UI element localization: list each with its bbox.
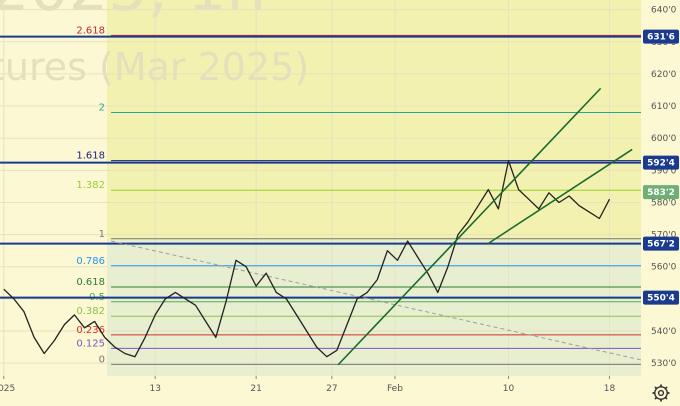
price-tag-label: 550'4 bbox=[647, 294, 675, 304]
fib-level-label: 0.618 bbox=[76, 277, 105, 288]
price-tag-label: 592'4 bbox=[647, 159, 675, 169]
price-tag-box bbox=[643, 236, 679, 251]
price-tag-box bbox=[643, 155, 679, 170]
x-tick-label: 21 bbox=[250, 384, 261, 394]
price-tag-box bbox=[643, 185, 679, 200]
x-tick-label: 10 bbox=[503, 384, 515, 394]
x-tick-label: 2025 bbox=[0, 384, 15, 394]
x-tick-label: 18 bbox=[604, 384, 616, 394]
y-tick-label: 580'0 bbox=[651, 198, 677, 208]
price-tags: 631'6 592'4 583'2 567'2 550'4 bbox=[643, 29, 679, 305]
price-tag-label: 631'6 bbox=[647, 33, 675, 43]
horizontal-lines bbox=[0, 35, 641, 299]
price-tag-label: 583'2 bbox=[647, 188, 675, 198]
y-tick-label: 530'0 bbox=[651, 359, 677, 369]
watermark-subtitle: tures (Mar 2025) bbox=[0, 45, 309, 89]
trend-channel-line bbox=[337, 87, 602, 366]
price-series bbox=[3, 160, 611, 358]
price-tag-box bbox=[643, 29, 679, 44]
y-axis-panel[interactable] bbox=[641, 0, 680, 406]
trend-channel-line bbox=[486, 148, 633, 245]
y-tick-label: 540'0 bbox=[651, 327, 677, 337]
fib-level-label: 2 bbox=[99, 102, 105, 113]
x-tick-label: Feb bbox=[387, 384, 403, 394]
y-tick-label: 610'0 bbox=[651, 102, 677, 112]
x-axis: 2025 13 21 27 Feb 10 18 bbox=[0, 376, 615, 394]
watermark-title: 2025, 1h bbox=[0, 0, 266, 25]
y-tick-label: 600'0 bbox=[651, 134, 677, 144]
trend-channel bbox=[337, 87, 633, 366]
price-line bbox=[3, 160, 611, 358]
x-tick-label: 13 bbox=[149, 384, 160, 394]
x-tick-label: 27 bbox=[326, 384, 337, 394]
y-tick-label: 570'0 bbox=[651, 231, 677, 241]
fib-level-label: 0 bbox=[99, 354, 105, 365]
fib-level-label: 0.382 bbox=[76, 306, 105, 317]
fib-level-label: 1 bbox=[99, 229, 105, 240]
fib-level-label: 0.236 bbox=[76, 325, 105, 336]
y-tick-label: 590'0 bbox=[651, 166, 677, 176]
fib-level-label: 1.618 bbox=[76, 151, 105, 162]
x-axis-panel[interactable] bbox=[0, 376, 641, 406]
fib-level-label: 0.786 bbox=[76, 256, 105, 267]
fib-level-label: 1.382 bbox=[76, 180, 105, 191]
fibonacci-levels: 2.61821.6181.38210.7860.6180.50.3820.236… bbox=[76, 25, 641, 365]
y-tick-label: 640'0 bbox=[651, 6, 677, 16]
fib-zone-lower bbox=[107, 240, 641, 376]
fib-level-label: 0.125 bbox=[76, 338, 105, 349]
y-tick-label: 620'0 bbox=[651, 70, 677, 80]
fib-level-label: 2.618 bbox=[76, 25, 105, 36]
price-tag-label: 567'2 bbox=[647, 240, 675, 250]
y-tick-label: 560'0 bbox=[651, 263, 677, 273]
price-tag-box bbox=[643, 290, 679, 305]
settings-icon[interactable] bbox=[651, 383, 671, 403]
grid bbox=[0, 0, 641, 376]
